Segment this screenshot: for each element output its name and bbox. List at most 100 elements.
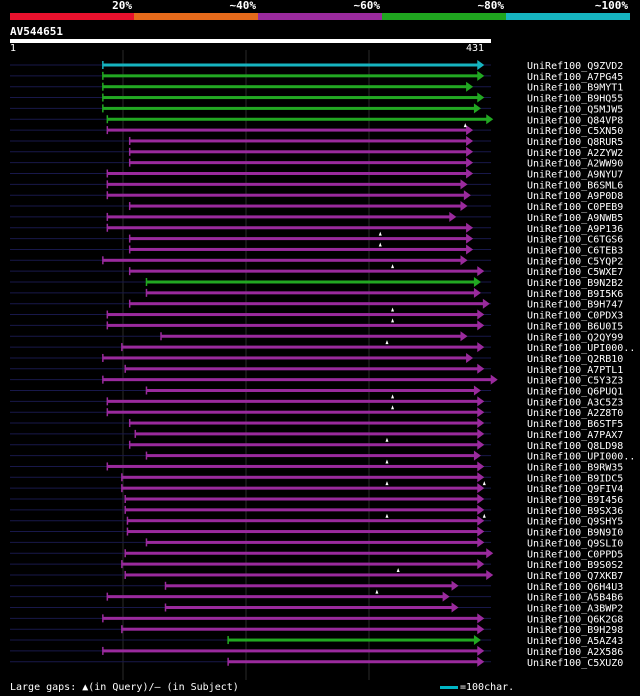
hit-label[interactable]: UniRef100_Q7XKB7: [527, 571, 623, 582]
hit-label[interactable]: UniRef100_UPI000..: [527, 452, 635, 463]
hit-label[interactable]: UniRef100_Q9SLI0: [527, 538, 623, 549]
hit-bar[interactable]: [107, 410, 479, 414]
hit-label[interactable]: UniRef100_C0PPD5: [527, 549, 623, 560]
hit-row[interactable]: UniRef100_C0PEB9: [10, 201, 623, 213]
hit-row[interactable]: UniRef100_UPI000..: [10, 340, 635, 354]
hit-label[interactable]: UniRef100_B9H747: [527, 300, 623, 311]
hit-bar[interactable]: [107, 226, 468, 230]
hit-bar[interactable]: [102, 356, 468, 360]
hit-bar[interactable]: [129, 269, 479, 273]
hit-row[interactable]: UniRef100_A3C5Z3: [10, 394, 623, 408]
hit-bar[interactable]: [165, 606, 453, 609]
hit-label[interactable]: UniRef100_Q6K2G8: [527, 614, 623, 625]
hit-label[interactable]: UniRef100_Q9ZVD2: [527, 61, 623, 72]
hit-row[interactable]: UniRef100_Q6PUQ1: [10, 385, 623, 398]
hit-bar[interactable]: [107, 117, 488, 121]
hit-label[interactable]: UniRef100_B9I5K6: [527, 289, 623, 300]
hit-row[interactable]: UniRef100_B9S0S2: [10, 559, 623, 571]
hit-bar[interactable]: [107, 193, 465, 197]
hit-label[interactable]: UniRef100_A5AZ43: [527, 636, 623, 647]
hit-bar[interactable]: [129, 150, 468, 154]
hit-label[interactable]: UniRef100_A9NWB5: [527, 213, 623, 224]
hit-label[interactable]: UniRef100_Q84VP8: [527, 115, 623, 126]
hit-bar[interactable]: [107, 215, 451, 219]
hit-row[interactable]: UniRef100_B6U0I5: [10, 318, 623, 332]
hit-label[interactable]: UniRef100_Q9FIV4: [527, 484, 623, 495]
hit-label[interactable]: UniRef100_C5WXE7: [527, 267, 623, 278]
hit-row[interactable]: UniRef100_B9H298: [10, 624, 623, 636]
hit-row[interactable]: UniRef100_A9P136: [10, 222, 623, 235]
hit-label[interactable]: UniRef100_B9N2B2: [527, 278, 623, 289]
hit-label[interactable]: UniRef100_Q6H4U3: [527, 582, 623, 593]
hit-bar[interactable]: [107, 595, 444, 599]
hit-label[interactable]: UniRef100_B6U0I5: [527, 321, 623, 332]
hit-row[interactable]: UniRef100_B9MYT1: [10, 81, 623, 94]
hit-bar[interactable]: [107, 464, 479, 468]
hit-row[interactable]: UniRef100_Q7XKB7: [10, 567, 623, 582]
hit-label[interactable]: UniRef100_Q6PUQ1: [527, 387, 623, 398]
hit-label[interactable]: UniRef100_C5YQP2: [527, 256, 623, 267]
hit-label[interactable]: UniRef100_B9MYT1: [527, 83, 623, 94]
hit-bar[interactable]: [125, 573, 488, 577]
hit-bar[interactable]: [102, 378, 492, 382]
hit-row[interactable]: UniRef100_UPI000..: [10, 450, 635, 463]
hit-label[interactable]: UniRef100_Q2QY99: [527, 332, 623, 343]
hit-row[interactable]: UniRef100_A7PTL1: [10, 363, 623, 376]
hit-row[interactable]: UniRef100_C5WXE7: [10, 264, 623, 278]
hit-bar[interactable]: [127, 519, 479, 523]
hit-label[interactable]: UniRef100_B9N9I0: [527, 528, 623, 539]
hit-row[interactable]: UniRef100_A9P0D8: [10, 190, 623, 202]
hit-bar[interactable]: [121, 627, 479, 631]
hit-row[interactable]: UniRef100_A2Z8T0: [10, 405, 623, 419]
hit-label[interactable]: UniRef100_A7PAX7: [527, 430, 623, 441]
hit-bar[interactable]: [102, 258, 462, 262]
hit-row[interactable]: UniRef100_B9N9I0: [10, 526, 623, 539]
hit-row[interactable]: UniRef100_C6TGS6: [10, 231, 623, 246]
hit-label[interactable]: UniRef100_C0PDX3: [527, 311, 623, 322]
hit-label[interactable]: UniRef100_A9P136: [527, 224, 623, 235]
hit-bar[interactable]: [102, 649, 479, 653]
hit-label[interactable]: UniRef100_A2ZYW2: [527, 148, 623, 159]
hit-label[interactable]: UniRef100_B9SX36: [527, 506, 623, 517]
hit-label[interactable]: UniRef100_A3C5Z3: [527, 397, 623, 408]
hit-row[interactable]: UniRef100_A2ZYW2: [10, 146, 623, 159]
hit-bar[interactable]: [102, 63, 479, 67]
hit-row[interactable]: UniRef100_Q84VP8: [10, 114, 623, 126]
hit-bar[interactable]: [228, 638, 475, 642]
hit-row[interactable]: UniRef100_A2WW90: [10, 157, 623, 170]
hit-row[interactable]: UniRef100_Q8RUR5: [10, 135, 623, 148]
hit-bar[interactable]: [127, 530, 479, 534]
hit-bar[interactable]: [102, 96, 479, 100]
hit-label[interactable]: UniRef100_C5XUZ0: [527, 658, 623, 669]
hit-label[interactable]: UniRef100_C6TEB3: [527, 245, 623, 256]
hit-label[interactable]: UniRef100_A7PTL1: [527, 365, 623, 376]
hit-bar[interactable]: [161, 334, 462, 338]
hit-bar[interactable]: [107, 313, 479, 317]
hit-bar[interactable]: [107, 323, 479, 327]
hit-bar[interactable]: [146, 540, 479, 544]
hit-row[interactable]: UniRef100_Q6H4U3: [10, 580, 623, 593]
hit-row[interactable]: UniRef100_Q2RB10: [10, 352, 623, 365]
hit-bar[interactable]: [102, 106, 475, 110]
hit-row[interactable]: UniRef100_A7PAX7: [10, 428, 623, 441]
hit-bar[interactable]: [165, 584, 453, 588]
hit-bar[interactable]: [129, 237, 468, 241]
hit-label[interactable]: UniRef100_C5Y3Z3: [527, 376, 623, 387]
hit-label[interactable]: UniRef100_A9NYU7: [527, 170, 623, 181]
hit-label[interactable]: UniRef100_B9HQ55: [527, 94, 623, 105]
hit-row[interactable]: UniRef100_Q9FIV4: [10, 481, 623, 495]
hit-row[interactable]: UniRef100_A5B4B6: [10, 589, 623, 604]
hit-bar[interactable]: [121, 475, 479, 479]
hit-row[interactable]: UniRef100_B9HQ55: [10, 92, 623, 105]
hit-label[interactable]: UniRef100_A2WW90: [527, 159, 623, 170]
hit-row[interactable]: UniRef100_Q9ZVD2: [10, 60, 623, 72]
hit-row[interactable]: UniRef100_Q2QY99: [10, 331, 623, 343]
hit-row[interactable]: UniRef100_C0PDX3: [10, 307, 623, 322]
hit-row[interactable]: UniRef100_A9NYU7: [10, 168, 623, 181]
hit-label[interactable]: UniRef100_A9P0D8: [527, 191, 623, 202]
hit-bar[interactable]: [107, 172, 468, 175]
hit-label[interactable]: UniRef100_Q8RUR5: [527, 137, 623, 148]
hit-row[interactable]: UniRef100_B6SML6: [10, 179, 623, 191]
hit-bar[interactable]: [129, 204, 462, 208]
hit-row[interactable]: UniRef100_C0PPD5: [10, 548, 623, 560]
